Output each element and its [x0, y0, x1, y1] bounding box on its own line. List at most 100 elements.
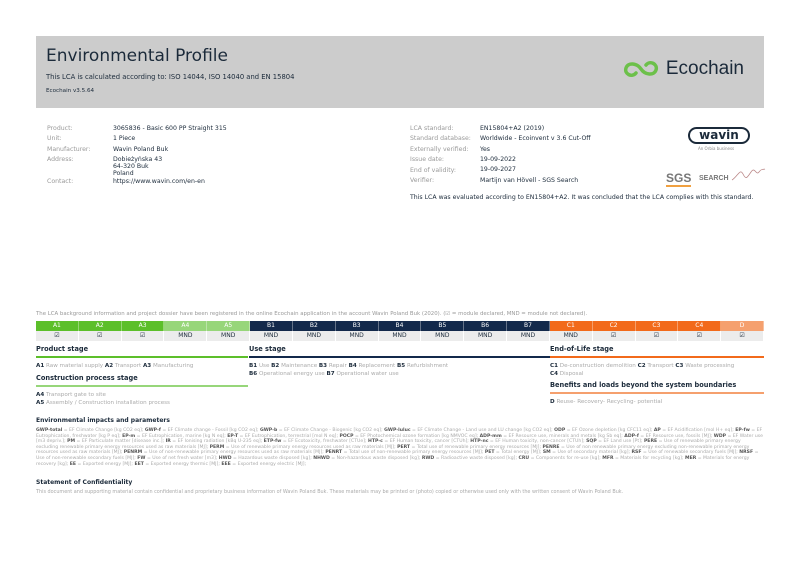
module-description: Refurbishment: [406, 363, 449, 369]
stage-title: Construction process stage: [36, 374, 248, 387]
module-description: Transport: [114, 363, 142, 369]
info-label: LCA standard:: [410, 125, 454, 132]
abbreviation-definition: EF Resource use, minerals and metals [kg…: [508, 433, 622, 439]
product-stage: Product stage A1 Raw material supply A2 T…: [36, 345, 248, 370]
stage-items: A1 Raw material supply A2 Transport A3 M…: [36, 362, 248, 370]
info-row: Issue date: 19-09-2022: [410, 155, 591, 165]
info-value: Wavin Poland Buk: [113, 145, 169, 153]
module-code: C2: [592, 321, 636, 331]
abbreviation-definition: Non-hazardous waste disposed [kg]: [336, 455, 419, 461]
module-status: MND: [421, 331, 465, 341]
module-code: B3: [335, 321, 379, 331]
abbreviation: CRU: [518, 455, 530, 461]
abbreviation-definition: Use of renewable secondary fuels [MJ]: [648, 450, 737, 456]
module-description: Transport: [647, 363, 674, 369]
abbreviation-definition: EF Eutrophication, freshwater [kg P eq]: [36, 428, 763, 439]
abbreviation: MER: [685, 455, 697, 461]
abbreviation: EE: [69, 461, 77, 467]
info-row: Address: Dobieżyńska 43 64-320 Buk Poland: [47, 155, 227, 177]
module-code: A2: [104, 363, 114, 369]
info-row: Contact: https://www.wavin.com/en-en: [47, 177, 227, 187]
abbreviation-definition: EF Ozone depletion [kg CFC11 eq]: [572, 428, 651, 433]
info-label: End of validity:: [410, 166, 456, 174]
module-code: C3: [635, 321, 679, 331]
abbreviation-definition: EF Ecotoxicity, freshwater [CTUe]: [288, 439, 365, 445]
abbreviation-definition: Use of non-renewable secondary fuels [MJ…: [36, 455, 135, 461]
info-value: Dobieżyńska 43 64-320 Buk Poland: [113, 156, 163, 177]
abbreviation: SQP: [586, 439, 597, 445]
abbreviation-definition: Total energy [MJ]: [501, 450, 540, 456]
version: Ecochain v3.5.64: [46, 88, 95, 94]
info-value: Martijn van Hövell - SGS Search: [480, 176, 579, 184]
module-status: ☑: [592, 331, 636, 341]
module-status: MND: [378, 331, 422, 341]
module-code: B2: [292, 321, 336, 331]
stage-title: Product stage: [36, 345, 248, 358]
module-status: MND: [464, 331, 508, 341]
module-description: Transport gate to site: [46, 392, 106, 398]
abbreviation: PET: [484, 450, 495, 456]
stage-title: Benefits and loads beyond the system bou…: [550, 381, 764, 394]
signature: [731, 168, 766, 181]
abbreviation-definition: Radioactive waste disposed [kg]: [441, 455, 516, 461]
module-description: Waste processing: [685, 363, 735, 369]
abbreviation-definition: EF Ionising radiation [kBq U-235 eq]: [177, 439, 261, 445]
impacts-title: Environmental impacts and parameters: [36, 417, 170, 424]
abbreviation: NHWD: [313, 455, 330, 461]
module-status: MND: [207, 331, 251, 341]
abbreviation: GWP-b: [259, 428, 278, 433]
abbreviation-definition: Use of secondary material [kg]: [557, 450, 629, 456]
module-code: B1: [250, 321, 293, 331]
stage-items: D Reuse- Recovery- Recycling- potential: [550, 398, 764, 406]
abbreviation-definition: Exported energy [MJ]: [82, 461, 132, 467]
info-row: LCA standard: EN15804+A2 (2019): [410, 124, 591, 134]
abbreviation: PERT: [397, 444, 411, 450]
abbreviation-definition: EF Resource use, fossils [MJ]: [645, 433, 711, 439]
modules-note: The LCA background information and proje…: [36, 311, 588, 317]
module-code: C4: [678, 321, 722, 331]
module-code: B5: [421, 321, 465, 331]
lca-info: LCA standard: EN15804+A2 (2019) Standard d…: [410, 124, 591, 186]
abbreviation: EP-fw: [735, 428, 750, 433]
ecochain-logo: Ecochain: [622, 58, 744, 80]
module-description: Operational water use: [336, 371, 399, 377]
module-code: B1: [249, 363, 258, 369]
abbreviation: PENRE: [542, 444, 560, 450]
confidentiality-text: This document and supporting material co…: [36, 489, 624, 495]
abbreviation-definition: EF Acidification [mol H+ eq]: [667, 428, 733, 433]
abbreviation-definition: Hazardous waste disposed [kg]: [238, 455, 311, 461]
abbreviation: WDP: [713, 433, 726, 439]
module-code: B6: [249, 371, 258, 377]
module-status: MND: [250, 331, 293, 341]
module-description: Repair: [328, 363, 347, 369]
abbreviation: GWP-f: [144, 428, 161, 433]
module-description: Manufacturing: [152, 363, 194, 369]
module-code: D: [721, 321, 764, 331]
infinity-icon: [623, 61, 658, 77]
abbreviation-definition: EF Human toxicity, non-cancer [CTUh]: [495, 439, 584, 445]
abbreviation: ADP-mm: [479, 433, 502, 439]
wavin-logo: wavin: [688, 127, 750, 144]
module-code: C1: [550, 363, 558, 369]
abbreviation: FW: [137, 455, 146, 461]
info-label: Issue date:: [410, 156, 445, 164]
abbreviation: EET: [134, 461, 144, 467]
module-code: A4: [36, 392, 45, 398]
info-value: 19-09-2022: [480, 156, 516, 164]
info-row: Verifier: Martijn van Hövell - SGS Search: [410, 176, 591, 186]
abbreviation: EP-m: [122, 433, 136, 439]
module-description: Operational energy use: [258, 371, 325, 377]
module-description: Assembly / Construction installation pro…: [46, 400, 170, 406]
info-label: Contact:: [47, 178, 74, 186]
abbreviation-definition: EF Climate Change - Biogenic [kg CO2 eq]: [284, 428, 382, 433]
abbreviation-definition: Exported energy thermic [MJ]: [150, 461, 219, 467]
page-title: Environmental Profile: [46, 46, 228, 66]
module-code: C3: [675, 363, 684, 369]
module-status: ☑: [121, 331, 165, 341]
info-label: Standard database:: [410, 135, 471, 143]
module-status: MND: [164, 331, 208, 341]
abbreviation-definition: EF Photochemical ozone formation [kg NMV…: [360, 433, 477, 439]
module-code: C1: [549, 321, 593, 331]
module-code: B4: [378, 321, 422, 331]
abbreviation: ETP-fw: [263, 439, 282, 445]
